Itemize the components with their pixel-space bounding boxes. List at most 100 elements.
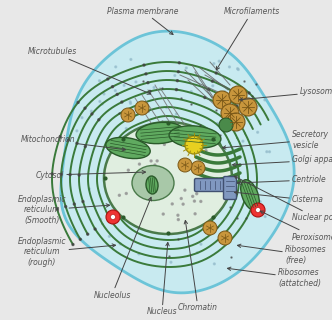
Text: Nucleus: Nucleus: [147, 243, 177, 316]
Circle shape: [213, 263, 215, 265]
Circle shape: [200, 243, 202, 245]
Circle shape: [177, 219, 179, 220]
Circle shape: [258, 105, 260, 107]
Circle shape: [162, 126, 163, 128]
Circle shape: [186, 67, 187, 69]
Circle shape: [148, 218, 150, 220]
Circle shape: [78, 174, 80, 176]
Circle shape: [243, 100, 245, 102]
Circle shape: [215, 72, 217, 74]
Circle shape: [178, 62, 180, 64]
Circle shape: [149, 194, 151, 196]
Text: Mitochondrion: Mitochondrion: [21, 135, 125, 151]
Circle shape: [228, 66, 230, 68]
Circle shape: [141, 184, 143, 186]
Circle shape: [127, 169, 129, 171]
Circle shape: [166, 107, 168, 108]
Circle shape: [204, 172, 206, 173]
Circle shape: [168, 190, 170, 192]
Circle shape: [229, 112, 231, 114]
Circle shape: [137, 172, 139, 174]
Circle shape: [219, 118, 233, 132]
Circle shape: [211, 172, 213, 173]
Text: Ribosomes
(free): Ribosomes (free): [237, 244, 327, 265]
Circle shape: [259, 201, 261, 203]
Circle shape: [87, 233, 89, 235]
Circle shape: [149, 91, 151, 92]
Circle shape: [177, 214, 179, 216]
Circle shape: [230, 103, 231, 105]
Circle shape: [60, 173, 62, 175]
Circle shape: [121, 101, 123, 103]
Circle shape: [94, 228, 96, 230]
Circle shape: [221, 104, 239, 122]
Circle shape: [73, 203, 75, 205]
Circle shape: [115, 90, 116, 92]
Text: Microfilaments: Microfilaments: [216, 7, 280, 70]
Ellipse shape: [106, 137, 150, 159]
Circle shape: [122, 176, 124, 178]
Circle shape: [84, 146, 86, 148]
Circle shape: [65, 206, 67, 208]
Circle shape: [138, 253, 140, 255]
Circle shape: [251, 203, 265, 217]
Circle shape: [229, 86, 247, 104]
Circle shape: [226, 101, 228, 103]
Circle shape: [109, 236, 110, 237]
Circle shape: [264, 99, 266, 101]
Circle shape: [138, 176, 140, 178]
Circle shape: [157, 167, 159, 169]
Circle shape: [161, 196, 163, 198]
Circle shape: [197, 252, 198, 253]
Circle shape: [206, 163, 207, 165]
Circle shape: [69, 174, 71, 176]
Circle shape: [106, 210, 120, 224]
Circle shape: [125, 192, 127, 195]
Circle shape: [77, 101, 79, 103]
Circle shape: [56, 208, 58, 210]
Ellipse shape: [132, 165, 174, 201]
Circle shape: [130, 59, 132, 60]
Circle shape: [198, 161, 200, 163]
Circle shape: [176, 80, 178, 82]
Circle shape: [193, 175, 195, 177]
Circle shape: [143, 64, 145, 66]
Circle shape: [129, 204, 131, 206]
Circle shape: [171, 203, 173, 205]
Circle shape: [91, 110, 92, 112]
Circle shape: [91, 113, 93, 115]
Circle shape: [147, 179, 149, 180]
Circle shape: [218, 231, 232, 245]
Circle shape: [149, 201, 150, 203]
Circle shape: [184, 189, 186, 191]
Circle shape: [84, 107, 86, 109]
Circle shape: [150, 184, 152, 186]
Circle shape: [156, 160, 158, 162]
Circle shape: [145, 73, 147, 75]
Circle shape: [76, 130, 78, 132]
Text: Nucleolus: Nucleolus: [93, 197, 151, 300]
Circle shape: [196, 222, 198, 223]
Circle shape: [135, 81, 137, 83]
Circle shape: [257, 132, 259, 133]
Text: Lysosomes: Lysosomes: [239, 87, 332, 101]
Text: Cisterna: Cisterna: [234, 191, 324, 204]
Circle shape: [212, 85, 214, 87]
Circle shape: [100, 219, 102, 220]
Circle shape: [76, 142, 78, 144]
Text: Cytosol: Cytosol: [36, 171, 145, 180]
Circle shape: [239, 98, 257, 116]
Ellipse shape: [104, 122, 232, 234]
Circle shape: [203, 210, 204, 212]
Circle shape: [107, 78, 109, 80]
Circle shape: [187, 128, 189, 130]
Circle shape: [256, 207, 261, 212]
Ellipse shape: [146, 176, 158, 194]
Text: Microtubules: Microtubules: [27, 47, 151, 94]
Circle shape: [112, 86, 114, 88]
Circle shape: [72, 244, 74, 245]
Text: Secretory
vesicle: Secretory vesicle: [222, 130, 329, 150]
Circle shape: [248, 92, 250, 94]
Circle shape: [194, 200, 196, 202]
Circle shape: [182, 203, 184, 205]
